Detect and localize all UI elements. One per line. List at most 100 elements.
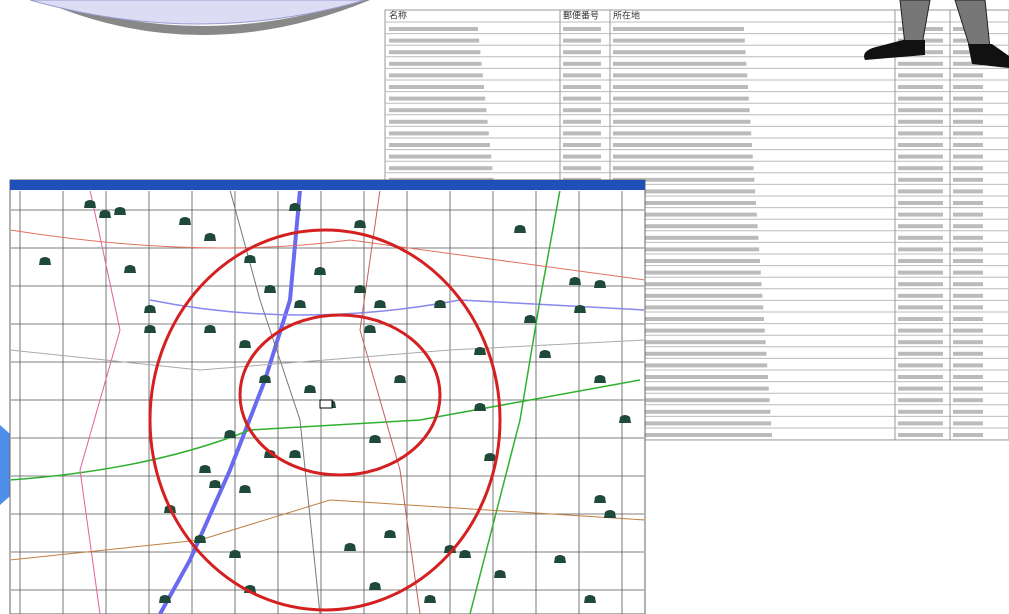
cell-text bbox=[613, 73, 748, 78]
cell-text bbox=[898, 317, 943, 321]
vehicle-icon bbox=[354, 285, 366, 293]
cell-text bbox=[898, 61, 943, 66]
cell-text bbox=[613, 224, 758, 229]
range-circle-inner bbox=[238, 313, 442, 477]
cell-text bbox=[389, 143, 490, 147]
cell-text bbox=[898, 189, 943, 194]
cell-text bbox=[613, 50, 746, 55]
cell-text bbox=[953, 166, 983, 171]
vehicle-icon bbox=[114, 207, 126, 215]
vehicle-icon bbox=[619, 415, 631, 423]
cell-text bbox=[953, 177, 983, 182]
cell-text bbox=[953, 189, 983, 194]
cell-text bbox=[898, 421, 943, 426]
cell-text bbox=[953, 328, 983, 333]
table-header: 郵便番号 bbox=[563, 10, 599, 22]
cell-text bbox=[898, 340, 943, 345]
cell-text bbox=[898, 177, 943, 182]
cell-text bbox=[613, 212, 757, 217]
cell-text bbox=[613, 61, 747, 66]
cell-text bbox=[953, 73, 983, 78]
cell-text bbox=[613, 351, 767, 356]
cell-text bbox=[898, 305, 943, 310]
cell-text bbox=[613, 305, 764, 310]
vehicle-icon bbox=[369, 582, 381, 590]
cell-text bbox=[953, 119, 983, 124]
cell-text bbox=[898, 270, 943, 275]
cell-text bbox=[953, 212, 983, 217]
cell-text bbox=[898, 351, 943, 356]
cell-text bbox=[953, 108, 983, 113]
map bbox=[11, 191, 644, 614]
cell-text bbox=[898, 143, 943, 147]
cell-text bbox=[563, 131, 601, 136]
cell-text bbox=[389, 108, 487, 113]
cell-text bbox=[389, 131, 489, 136]
road bbox=[229, 191, 321, 614]
vehicle-icon bbox=[394, 375, 406, 383]
cell-text bbox=[389, 50, 481, 55]
road bbox=[11, 229, 644, 281]
vehicle-icon bbox=[204, 233, 216, 241]
cell-text bbox=[563, 61, 601, 66]
cell-text bbox=[898, 363, 943, 368]
cell-text bbox=[563, 85, 601, 89]
top-band bbox=[29, 0, 366, 25]
cell-text bbox=[898, 328, 943, 333]
cell-text bbox=[389, 27, 478, 31]
vehicle-icon bbox=[99, 210, 111, 218]
cell-text bbox=[613, 247, 760, 252]
cell-text bbox=[613, 386, 769, 391]
vehicle-icon bbox=[484, 453, 496, 461]
vehicle-icon bbox=[224, 430, 236, 438]
vehicle-icon bbox=[264, 285, 276, 293]
vehicle-icon bbox=[144, 325, 156, 333]
cell-text bbox=[953, 259, 983, 263]
cell-text bbox=[898, 375, 943, 379]
cell-text bbox=[613, 27, 744, 31]
cell-text bbox=[613, 433, 772, 437]
vehicle-icon bbox=[294, 300, 306, 308]
vehicle-icon bbox=[524, 315, 536, 323]
cell-text bbox=[613, 363, 768, 368]
vehicle-icon bbox=[344, 543, 356, 551]
cell-text bbox=[898, 235, 943, 240]
cell-text bbox=[898, 224, 943, 229]
vehicle-icon bbox=[494, 570, 506, 578]
cell-text bbox=[953, 201, 983, 205]
cell-text bbox=[953, 340, 983, 345]
cell-text bbox=[953, 282, 983, 287]
cell-text bbox=[953, 85, 983, 89]
cell-text bbox=[389, 96, 486, 101]
cell-text bbox=[953, 235, 983, 240]
vehicle-icon bbox=[554, 555, 566, 563]
vehicle-icon bbox=[594, 375, 606, 383]
vehicle-icon bbox=[209, 480, 221, 488]
cell-text bbox=[898, 259, 943, 263]
cell-text bbox=[613, 143, 752, 147]
vehicle-icon bbox=[289, 450, 301, 458]
map-window bbox=[9, 179, 646, 614]
vehicle-icon bbox=[384, 530, 396, 538]
vehicle-icon bbox=[304, 385, 316, 393]
cell-text bbox=[389, 38, 480, 43]
cell-text bbox=[953, 363, 983, 368]
cell-text bbox=[613, 409, 771, 414]
cell-text bbox=[898, 201, 943, 205]
vehicle-icon bbox=[229, 550, 241, 558]
vehicle-icon bbox=[594, 280, 606, 288]
cell-text bbox=[613, 270, 761, 275]
cell-text bbox=[613, 340, 766, 345]
cell-text bbox=[563, 27, 601, 31]
cell-text bbox=[898, 131, 943, 136]
vehicle-icon bbox=[314, 267, 326, 275]
vehicle-icon bbox=[259, 375, 271, 383]
cell-text bbox=[898, 154, 943, 159]
cell-text bbox=[613, 154, 753, 159]
cell-text bbox=[898, 282, 943, 287]
vehicle-icon bbox=[39, 257, 51, 265]
cell-text bbox=[613, 398, 770, 403]
vehicle-icon bbox=[239, 340, 251, 348]
cell-text bbox=[898, 293, 943, 298]
